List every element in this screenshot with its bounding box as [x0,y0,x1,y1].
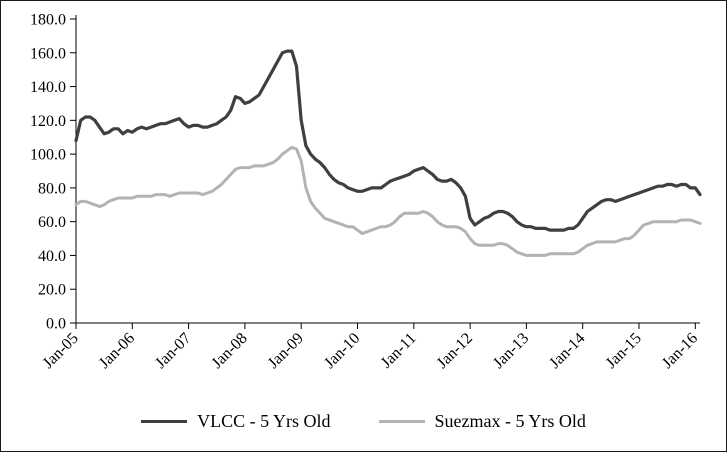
line-chart: 0.0 20.0 40.0 60.0 80.0 100.0 120.0 140.0 160.0 1… [30,12,702,372]
x-tick-label: Jan-16 [659,330,701,372]
x-tick-label: Jan-13 [490,330,532,372]
x-tick-label: Jan-08 [209,330,251,372]
x-tick-label: Jan-15 [603,330,645,372]
x-tick-label: Jan-11 [378,330,420,372]
y-tick-label: 160.0 [30,45,66,62]
x-tick-label: Jan-10 [321,330,363,372]
y-tick-label: 40.0 [38,248,66,265]
x-tick-label: Jan-06 [96,330,138,372]
legend: VLCC - 5 Yrs Old Suezmax - 5 Yrs Old [1,401,726,441]
suezmax-legend-label: Suezmax - 5 Yrs Old [434,410,586,431]
y-tick-label: 60.0 [38,214,66,231]
vlcc-legend-label: VLCC - 5 Yrs Old [197,410,331,431]
series-line-suezmax [74,145,702,257]
x-tick-label: Jan-07 [152,330,194,372]
series-line-vlcc [74,49,702,232]
y-tick-label: 20.0 [38,282,66,299]
x-tick-label: Jan-05 [40,330,82,372]
suezmax-line-sample-icon [378,419,425,423]
legend-item-suezmax: Suezmax - 5 Yrs Old [378,410,586,432]
y-tick-label: 80.0 [38,180,66,197]
x-tick-label: Jan-14 [546,330,588,372]
y-tick-label: 0.0 [46,316,66,333]
y-tick-label: 120.0 [30,113,66,130]
vlcc-line-sample-icon [141,419,188,423]
y-tick-label: 140.0 [30,79,66,96]
y-tick-label: 180.0 [30,12,66,29]
x-tick-label: Jan-12 [434,330,476,372]
y-tick-label: 100.0 [30,147,66,164]
legend-item-vlcc: VLCC - 5 Yrs Old [141,410,331,432]
x-tick-label: Jan-09 [265,330,307,372]
